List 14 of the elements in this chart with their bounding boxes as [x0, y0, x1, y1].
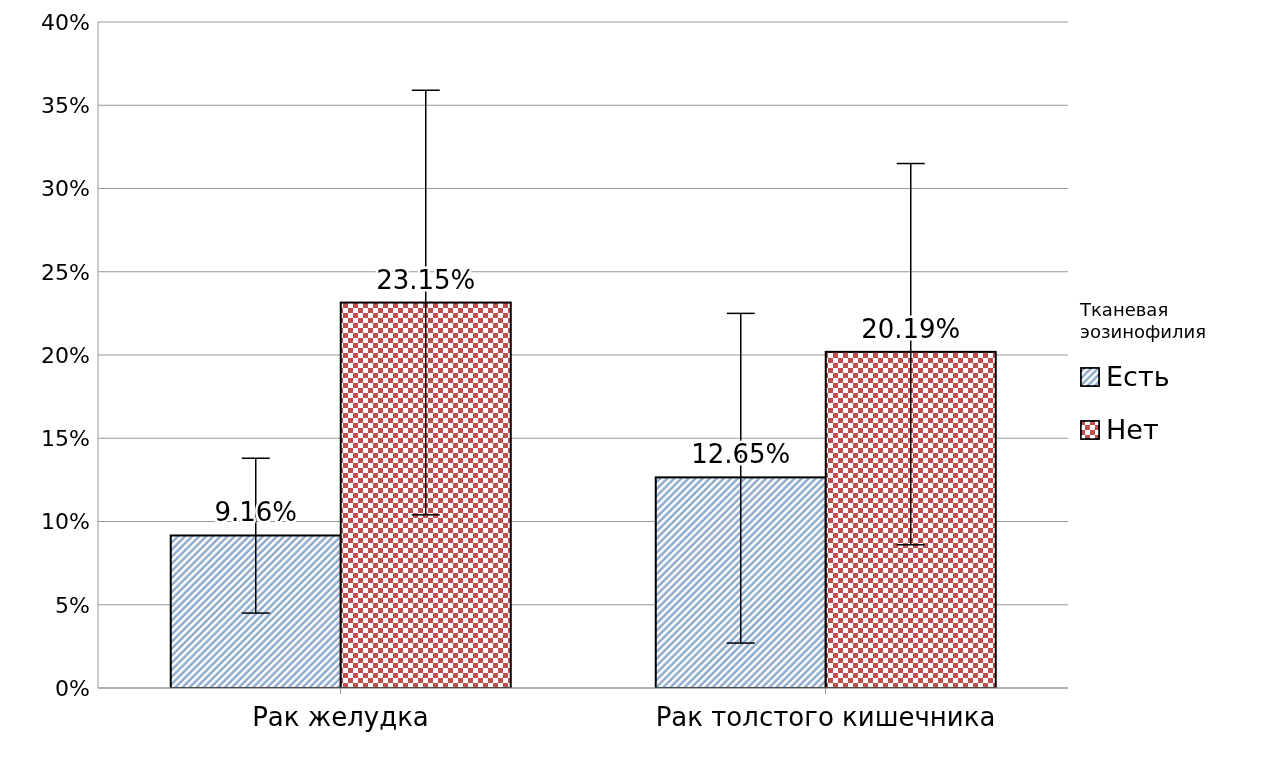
- y-tick-label: 20%: [41, 342, 90, 368]
- y-tick-label: 25%: [41, 259, 90, 285]
- legend-label: Есть: [1106, 361, 1170, 392]
- y-tick-label: 15%: [41, 426, 90, 452]
- y-tick-label: 0%: [55, 675, 90, 701]
- y-tick-label: 40%: [41, 9, 90, 35]
- y-tick-label: 5%: [55, 592, 90, 618]
- legend-title: Тканевая эозинофилия: [1080, 299, 1208, 343]
- x-tick-label: Рак толстого кишечника: [655, 702, 996, 733]
- y-tick-label: 30%: [41, 176, 90, 202]
- y-tick-label: 10%: [41, 509, 90, 535]
- y-tick-label: 35%: [41, 93, 90, 119]
- x-tick-label: Рак желудка: [252, 702, 429, 733]
- legend-label: Нет: [1106, 414, 1159, 445]
